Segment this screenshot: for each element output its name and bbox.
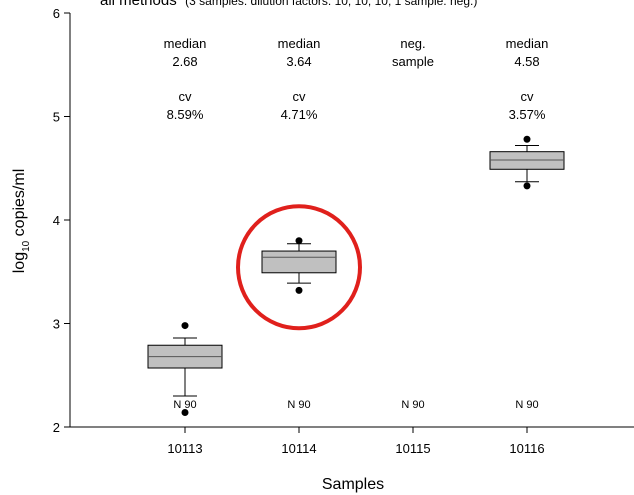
x-tick-label: 10116 xyxy=(509,441,544,456)
n-label: N 90 xyxy=(401,399,424,411)
y-title-sub: 10 xyxy=(21,240,32,252)
outlier-point xyxy=(524,182,531,189)
x-tick-label: 10113 xyxy=(167,441,202,456)
x-axis-title: Samples xyxy=(322,476,384,493)
outlier-point xyxy=(296,287,303,294)
annotation-value: sample xyxy=(392,54,434,69)
outlier-point xyxy=(182,322,189,329)
outlier-point xyxy=(296,237,303,244)
box xyxy=(490,152,564,170)
annotation-value: 4.71% xyxy=(281,107,318,122)
x-tick-label: 10114 xyxy=(281,441,316,456)
y-axis-title: log10 copies/ml xyxy=(11,169,32,274)
x-ticks: 10113 10114 10115 10116 xyxy=(167,427,544,456)
y-tick-label: 3 xyxy=(53,317,60,332)
box xyxy=(262,251,336,273)
annotation-value: 4.58 xyxy=(514,54,539,69)
annotation-line: median xyxy=(278,36,321,51)
n-label: N 90 xyxy=(287,399,310,411)
x-tick-label: 10115 xyxy=(395,441,430,456)
y-title-rest: copies/ml xyxy=(11,169,28,241)
annotation-line: median xyxy=(506,36,549,51)
outlier-point xyxy=(524,136,531,143)
annotation-value: 8.59% xyxy=(167,107,204,122)
y-tick-label: 5 xyxy=(53,110,60,125)
title-main: all methods xyxy=(100,0,177,9)
chart-title: all methods (3 samples: dilution factors… xyxy=(100,0,477,9)
annotation-value: 2.68 xyxy=(172,54,197,69)
y-tick-label: 6 xyxy=(53,6,60,21)
annotation-line: cv xyxy=(179,89,193,104)
title-subtitle: (3 samples: dilution factors: 10, 10, 10… xyxy=(185,0,477,8)
annotation-line: median xyxy=(164,36,207,51)
y-tick-label: 4 xyxy=(53,213,60,228)
y-ticks: 2 3 4 5 6 xyxy=(53,6,70,435)
annotation-line: cv xyxy=(521,89,535,104)
y-tick-label: 2 xyxy=(53,420,60,435)
y-title-main: log xyxy=(11,252,28,273)
n-label: N 90 xyxy=(515,399,538,411)
annotation-value: 3.57% xyxy=(509,107,546,122)
annotation-value: 3.64 xyxy=(286,54,311,69)
annotation-line: cv xyxy=(293,89,307,104)
annotation-line: neg. xyxy=(400,36,425,51)
box-series xyxy=(148,136,564,416)
n-label: N 90 xyxy=(173,399,196,411)
